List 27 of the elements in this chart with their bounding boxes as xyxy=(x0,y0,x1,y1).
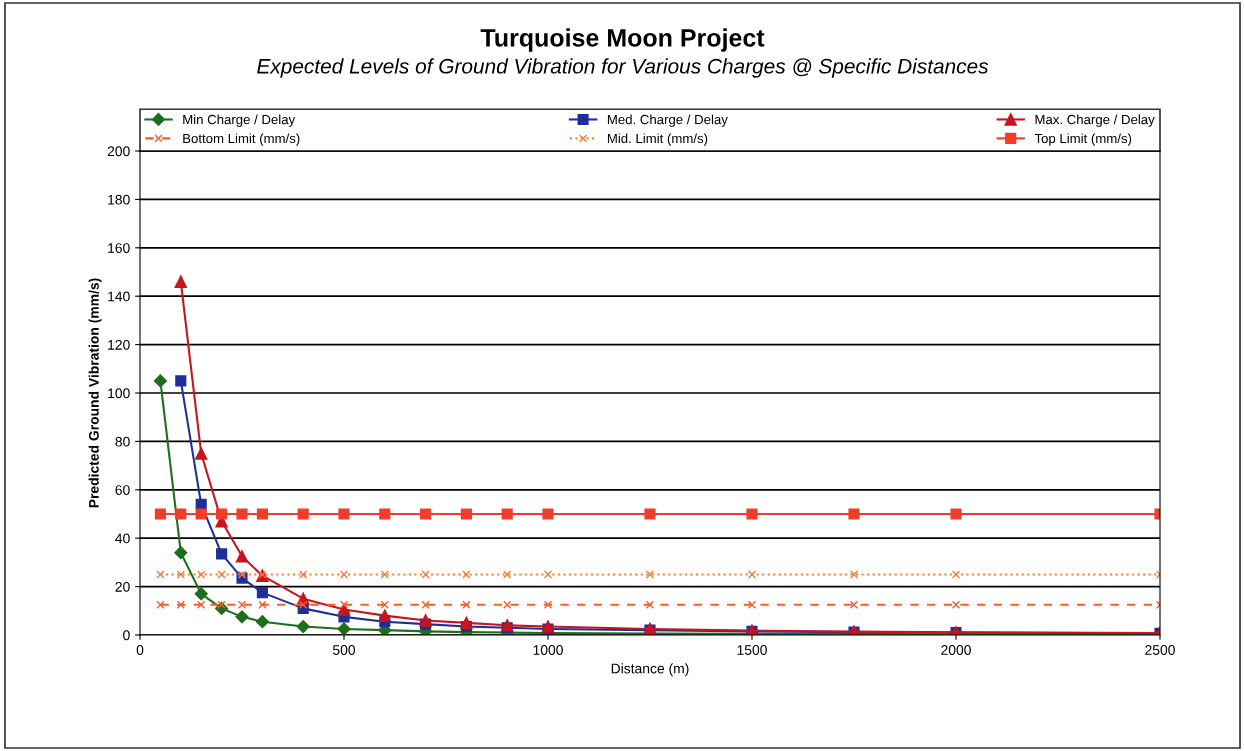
y-tick-label: 180 xyxy=(108,194,130,205)
legend-label: Top Limit (mm/s) xyxy=(1034,133,1132,146)
y-tick-label: 60 xyxy=(115,485,130,495)
y-tick-label: 0 xyxy=(123,630,130,641)
legend-label: Max. Charge / Delay xyxy=(1035,114,1155,127)
x-axis-title: Distance (m) xyxy=(611,663,689,677)
x-tick-label: 2000 xyxy=(941,645,971,655)
legend-label: Mid. Limit (mm/s) xyxy=(607,133,708,146)
y-tick-label: 40 xyxy=(115,533,130,544)
x-tick-label: 0 xyxy=(136,645,144,655)
y-tick-label: 120 xyxy=(108,339,130,350)
x-tick-label: 500 xyxy=(332,645,356,655)
x-tick-label: 2500 xyxy=(1145,645,1175,655)
y-tick-label: 200 xyxy=(107,146,130,157)
legend-label: Min Charge / Delay xyxy=(183,114,296,127)
legend-label: Bottom Limit (mm/s) xyxy=(183,133,300,146)
x-tick-label: 1000 xyxy=(533,645,563,655)
y-tick-label: 80 xyxy=(115,436,130,447)
x-tick-label: 1500 xyxy=(737,645,767,655)
y-tick-label: 140 xyxy=(108,291,130,302)
chart-subtitle: Expected Levels of Ground Vibration for Various Charges @ Specific Distances xyxy=(257,58,989,78)
y-axis-title: Predicted Ground Vibration (mm/s) xyxy=(88,278,102,508)
y-tick-label: 160 xyxy=(108,243,130,253)
chart-title: Turquoise Moon Project xyxy=(480,28,765,52)
y-tick-label: 20 xyxy=(115,581,130,592)
legend-label: Med. Charge / Delay xyxy=(607,114,728,127)
y-tick-label: 100 xyxy=(108,388,130,399)
